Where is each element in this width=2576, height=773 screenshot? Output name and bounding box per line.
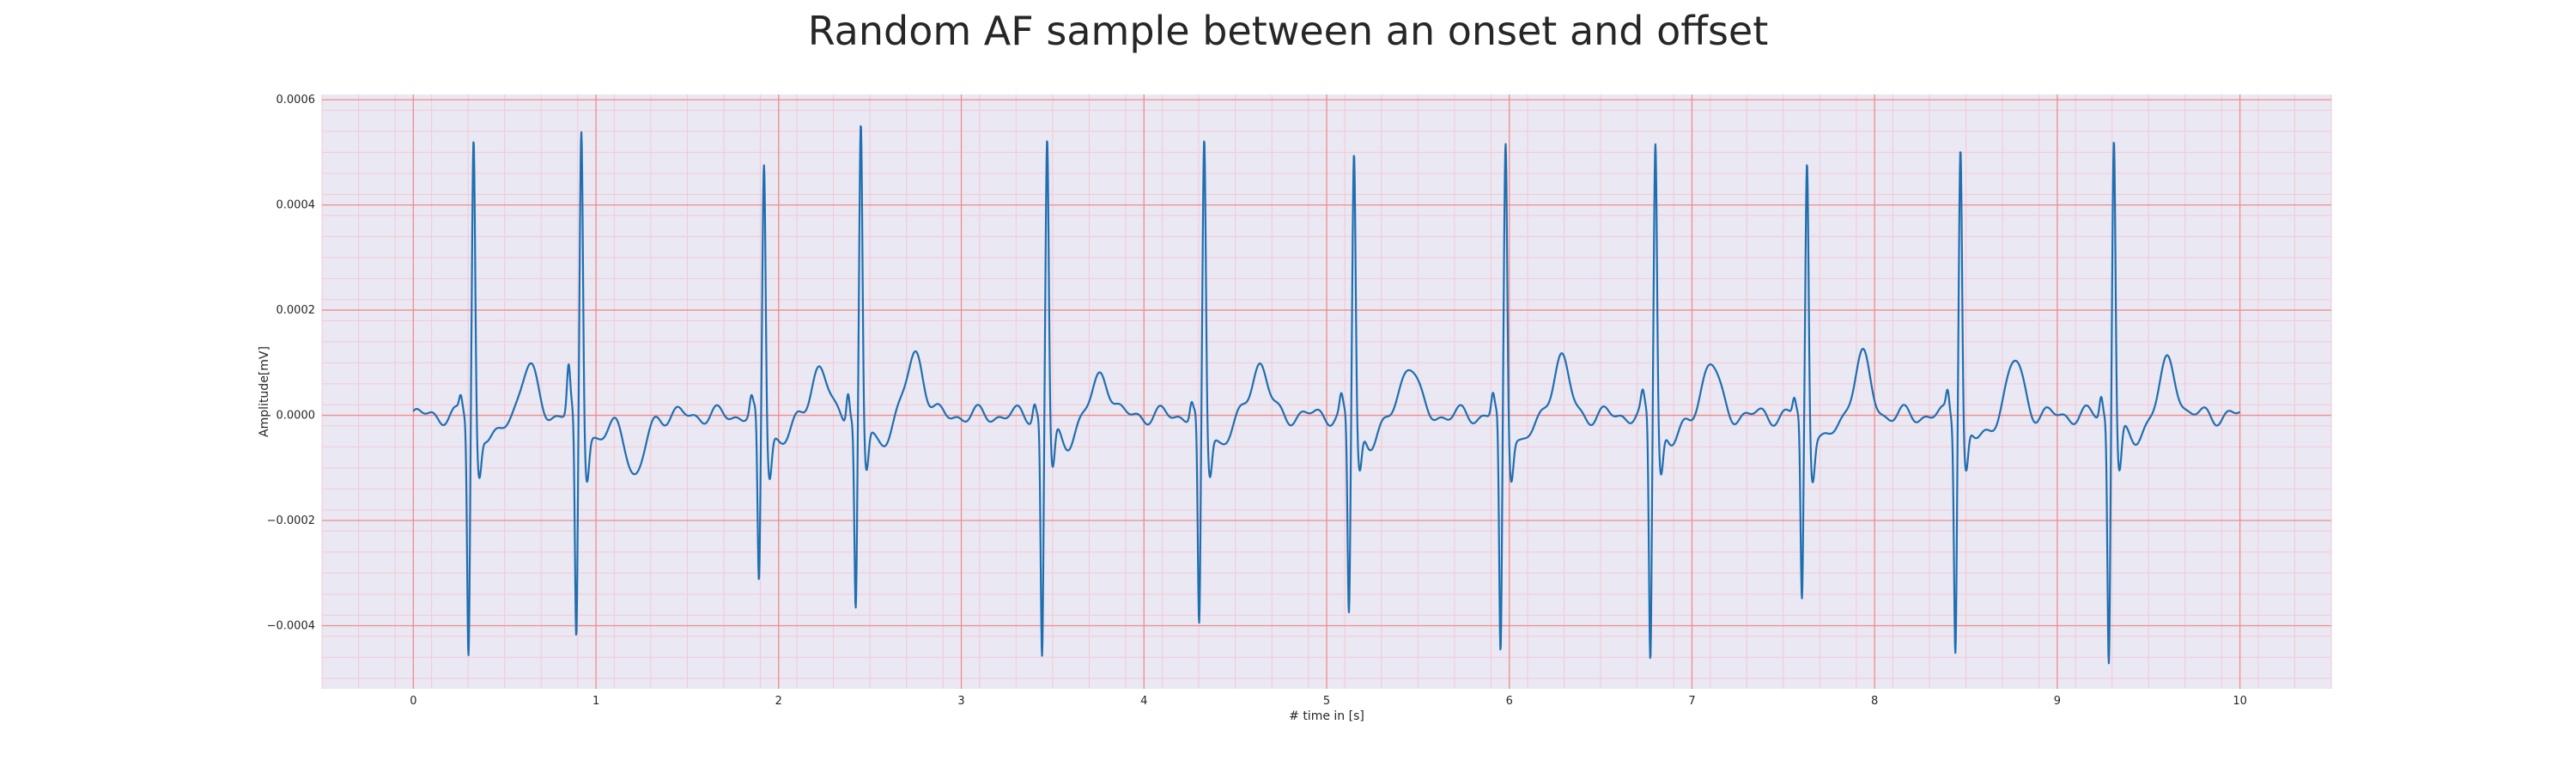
y-tick-label: −0.0004 [267,620,315,633]
x-tick-label: 6 [1506,695,1513,708]
x-tick-label: 7 [1688,695,1695,708]
y-tick-label: 0.0004 [276,199,316,212]
x-tick-label: 3 [957,695,964,708]
x-tick-label: 9 [2054,695,2061,708]
y-tick-label: 0.0002 [276,304,316,317]
y-tick-label: 0.0000 [276,410,316,423]
x-tick-labels: 0 1 2 3 4 5 6 7 8 9 10 [410,695,2247,708]
major-grid [322,94,2331,689]
y-tick-label: 0.0006 [276,94,316,107]
y-tick-label: −0.0002 [267,514,315,527]
chart-title: Random AF sample between an onset and of… [808,8,1769,54]
y-axis-label: Amplitude[mV] [258,346,271,437]
x-tick-label: 1 [592,695,599,708]
x-tick-label: 10 [2233,695,2247,708]
x-tick-label: 4 [1140,695,1147,708]
x-tick-label: 2 [775,695,782,708]
y-tick-labels: 0.0006 0.0004 0.0002 0.0000 −0.0002 −0.0004 [267,94,315,632]
x-tick-label: 5 [1323,695,1330,708]
x-axis-label: # time in [s] [1289,709,1364,723]
x-tick-label: 0 [410,695,416,708]
ecg-series-line [412,125,2241,665]
x-tick-label: 8 [1871,695,1878,708]
